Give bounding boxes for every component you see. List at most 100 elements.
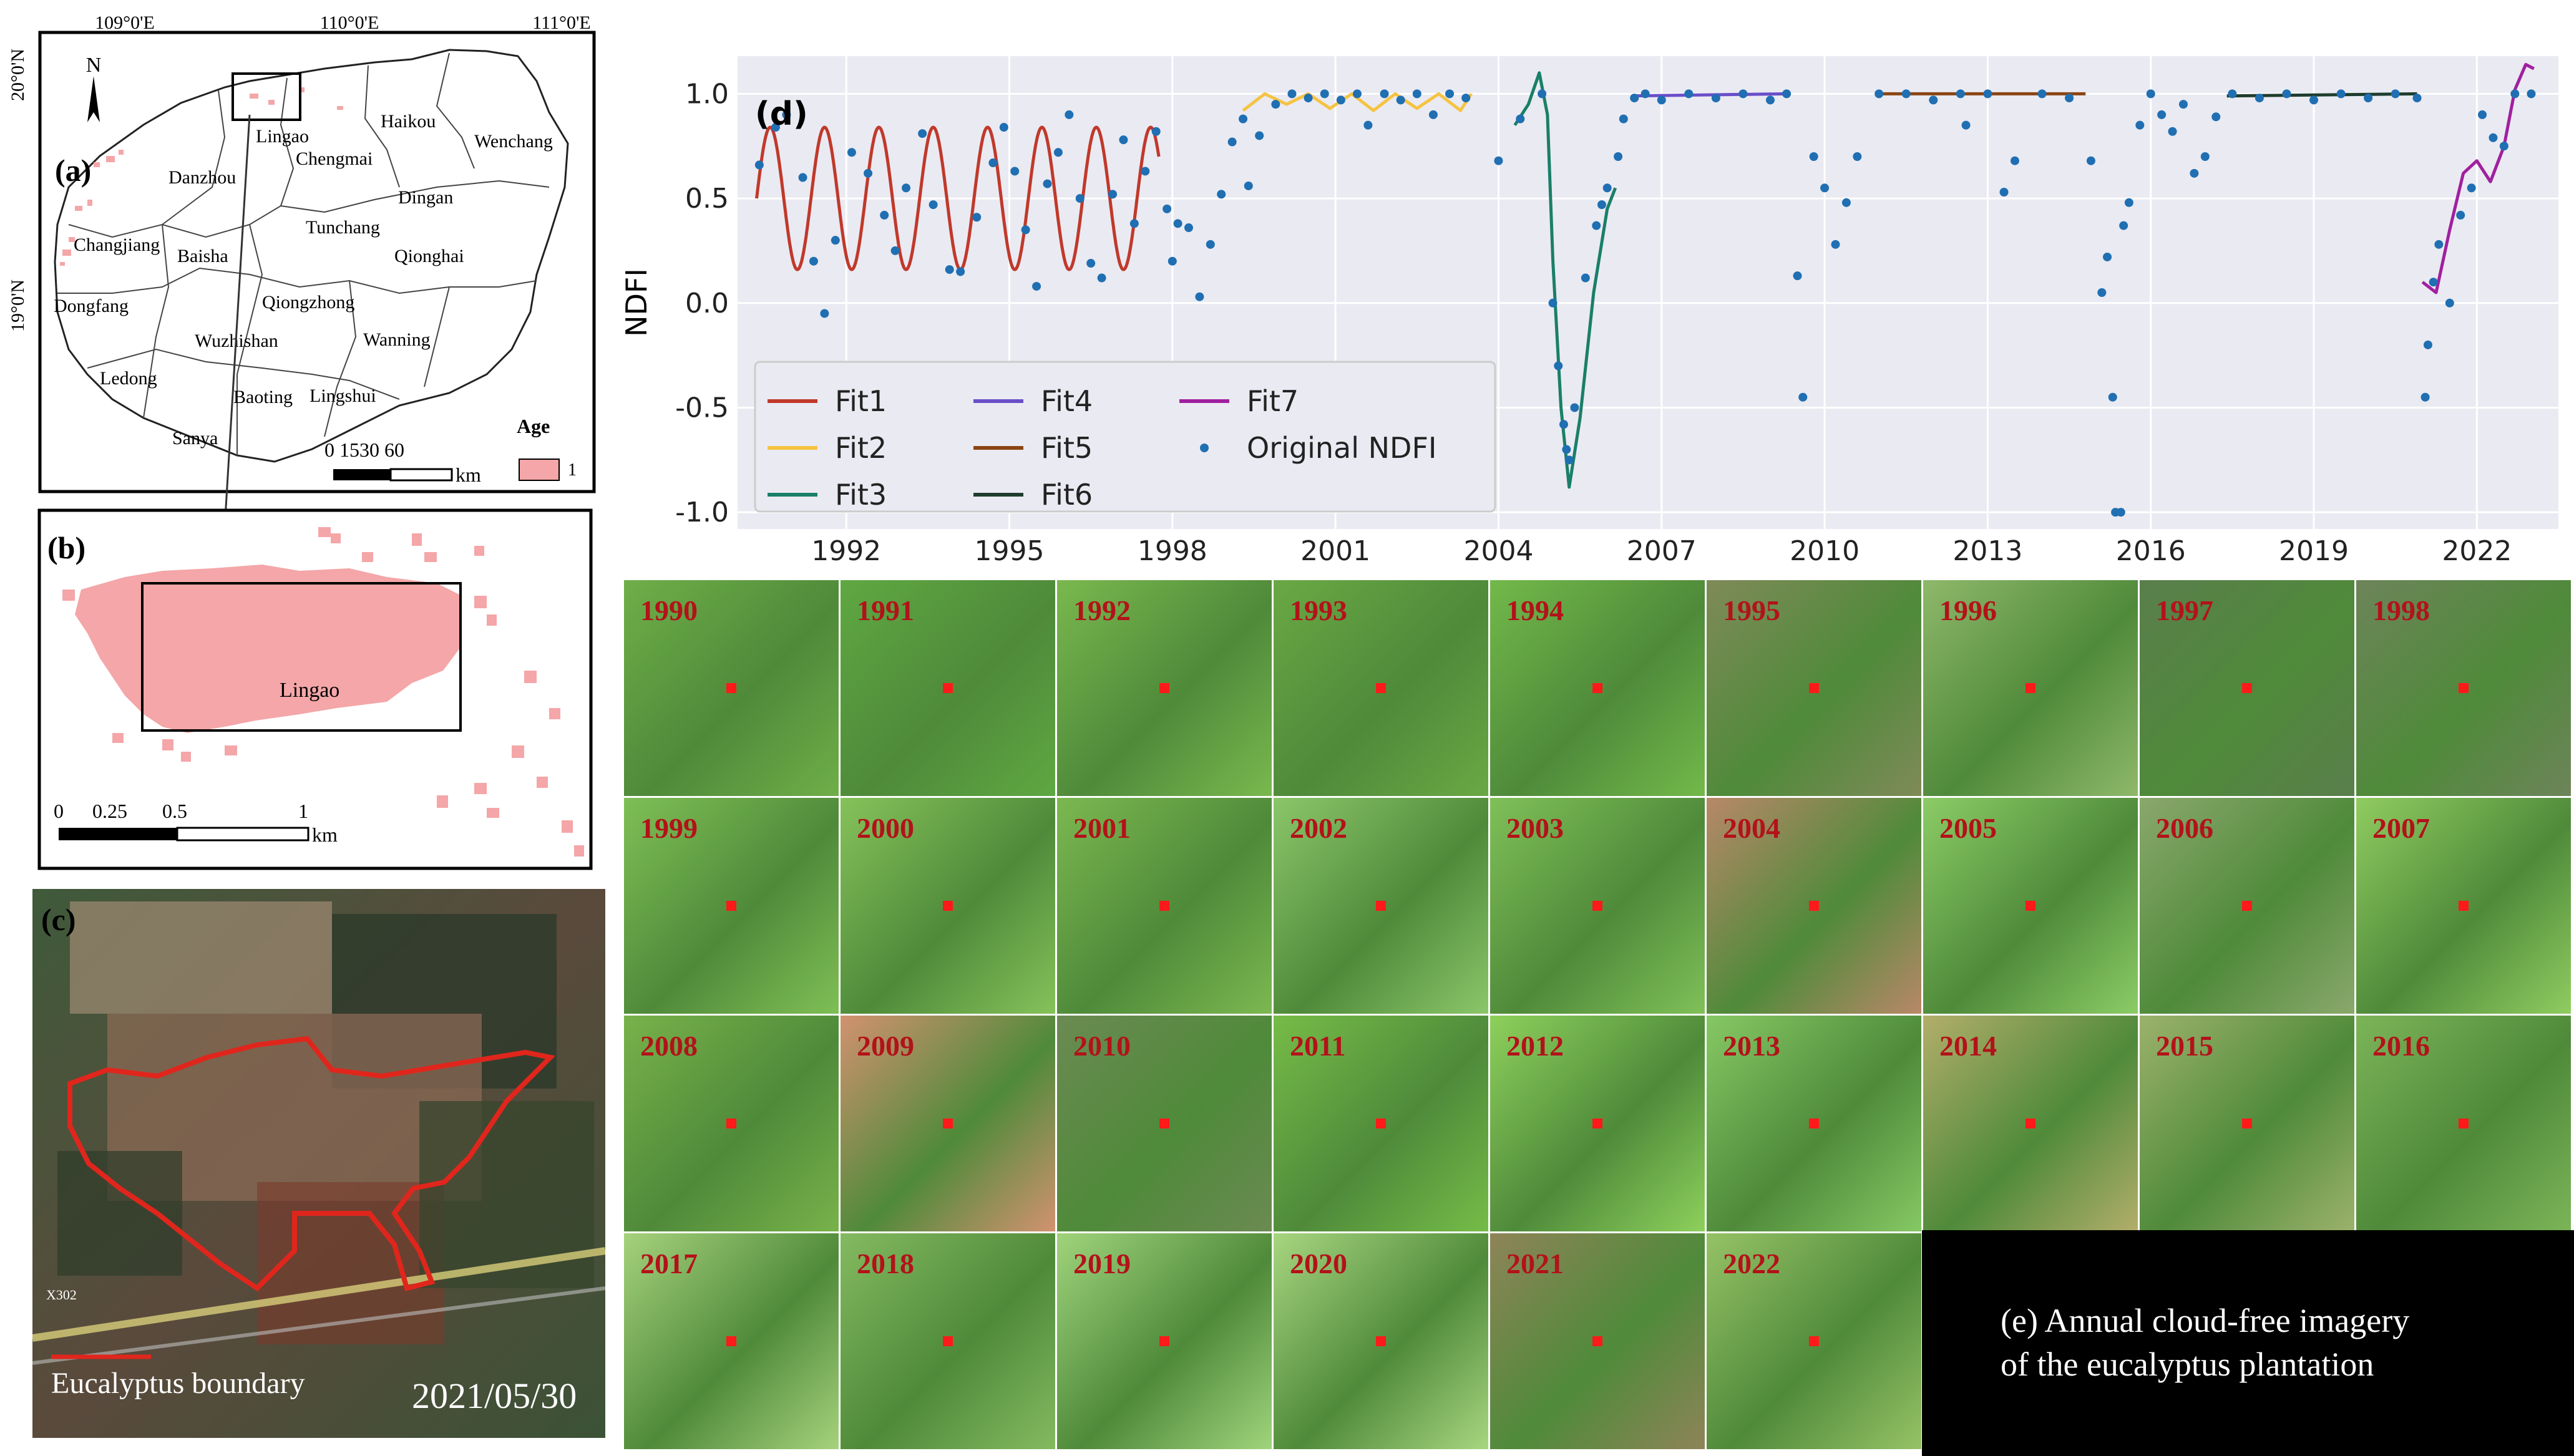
- ndfi-point: [771, 123, 780, 132]
- sample-marker: [2026, 683, 2035, 693]
- ndfi-point: [1619, 114, 1628, 124]
- place-haikou: Haikou: [381, 111, 436, 132]
- year-label: 2012: [1506, 1030, 1564, 1062]
- sample-marker: [1592, 1336, 1602, 1346]
- sample-marker: [1159, 1119, 1169, 1128]
- scale-tick: 0: [54, 800, 64, 822]
- ndfi-point: [1445, 89, 1455, 99]
- place-lingao: Lingao: [256, 126, 309, 147]
- panel-c-label: (c): [41, 902, 76, 937]
- sample-marker: [1376, 683, 1386, 693]
- ndfi-point: [782, 110, 791, 119]
- panel-d: 1992 1995 1998 2001 2004 2007 2010 2013 2016 2019…: [618, 56, 2571, 574]
- year-label: 2002: [1290, 812, 1347, 844]
- ndfi-point: [2445, 298, 2454, 308]
- plantation-patches: [60, 87, 343, 266]
- panel-b-map: Lingao (b) 0 0.25 0.5 1 km: [37, 508, 593, 870]
- sample-marker: [1809, 901, 1819, 911]
- ndfi-point: [1614, 152, 1623, 161]
- caption-line-1: (e) Annual cloud-free imagery: [2001, 1302, 2410, 1339]
- ndfi-point: [1352, 89, 1362, 99]
- fit-line-fit1: [755, 125, 1161, 271]
- ndfi-point: [1559, 420, 1568, 429]
- year-label: 2009: [857, 1030, 914, 1062]
- ndfi-point: [1010, 167, 1020, 176]
- year-label: 1997: [2156, 595, 2213, 626]
- ndfi-point: [1597, 200, 1606, 210]
- year-label: 2016: [2372, 1030, 2430, 1062]
- ndfi-point: [2037, 89, 2047, 99]
- year-tile: 2007: [2356, 798, 2571, 1014]
- year-label: 1994: [1506, 595, 1564, 626]
- legend-value: 1: [568, 460, 577, 480]
- ndfi-point: [1380, 89, 1389, 99]
- ndfi-point: [2364, 94, 2373, 103]
- fit-line-fit7: [2421, 62, 2535, 294]
- ndfi-point: [1086, 259, 1096, 268]
- legend-label: Fit7: [1247, 384, 1299, 418]
- ndfi-point: [1999, 188, 2009, 197]
- ndfi-point: [2412, 94, 2422, 103]
- ndfi-point: [1075, 194, 1085, 203]
- ndfi-point: [2429, 278, 2438, 287]
- year-label: 1999: [640, 812, 698, 844]
- ndfi-point: [1217, 190, 1226, 199]
- ndfi-point: [864, 168, 873, 178]
- year-label: 2020: [1290, 1248, 1347, 1279]
- year-tile: 1993: [1274, 580, 1488, 796]
- ndfi-point: [1119, 135, 1128, 145]
- y-tick-label: -0.5: [675, 392, 729, 424]
- ndfi-point: [2336, 89, 2346, 99]
- year-tile: 2015: [2140, 1016, 2354, 1231]
- sample-marker: [726, 683, 736, 693]
- scale-numbers: 0 1530 60: [324, 439, 404, 461]
- ndfi-point: [1640, 89, 1650, 99]
- lon-tick: 111°0'E: [532, 12, 591, 33]
- ndfi-point: [2434, 240, 2444, 249]
- year-label: 2011: [1290, 1030, 1346, 1062]
- north-label: N: [86, 54, 102, 77]
- y-tick-label: 1.0: [685, 78, 729, 110]
- legend-label: Fit1: [835, 384, 887, 418]
- ndfi-point: [820, 309, 829, 318]
- sample-marker: [1592, 1119, 1602, 1128]
- place-lingao-b: Lingao: [280, 679, 339, 702]
- ndfi-point: [2467, 183, 2476, 193]
- sample-marker: [1809, 1336, 1819, 1346]
- plantation-pixels: [62, 527, 584, 857]
- ndfi-point: [1782, 89, 1792, 99]
- x-tick-label: 2016: [2116, 535, 2186, 567]
- year-label: 2014: [1939, 1030, 1997, 1062]
- ndfi-point: [2391, 89, 2400, 99]
- scale-bar: 0 1530 60 km: [324, 439, 481, 486]
- y-axis-label: NDFI: [620, 268, 653, 337]
- scale-tick: 1: [298, 800, 308, 822]
- ndfi-point: [1657, 95, 1666, 105]
- ndfi-point: [972, 213, 982, 222]
- place-baisha: Baisha: [177, 246, 228, 266]
- sample-marker: [726, 1119, 736, 1128]
- ndfi-point: [1765, 95, 1775, 105]
- sample-marker: [2026, 901, 2035, 911]
- ndfi-point: [1809, 152, 1818, 161]
- place-sanya: Sanya: [172, 428, 218, 449]
- lingao-extent-box: [141, 582, 462, 732]
- ndfi-point: [1184, 223, 1193, 233]
- sample-marker: [726, 901, 736, 911]
- year-tile: 1997: [2140, 580, 2354, 796]
- ndfi-point: [1901, 89, 1911, 99]
- place-danzhou: Danzhou: [168, 167, 236, 188]
- x-tick-label: 2022: [2442, 535, 2512, 567]
- legend-title: Age: [517, 415, 550, 437]
- ndfi-point: [2119, 221, 2128, 230]
- panel-a-map: 109°0'E 110°0'E 111°0'E 20°0'N 19°0'N: [7, 12, 596, 493]
- ndfi-point: [1983, 89, 1992, 99]
- ndfi-point: [2086, 156, 2095, 165]
- year-tile: 2013: [1707, 1016, 1921, 1231]
- lat-tick: 20°0'N: [7, 49, 28, 101]
- scale-bar-b: 0 0.25 0.5 1 km: [54, 800, 338, 846]
- chart-legend: Fit1 Fit2 Fit3 Fit4 Fit5 Fit6 Fit7 Original NDF…: [754, 361, 1496, 513]
- year-label: 2006: [2156, 812, 2213, 844]
- panel-e-caption-box: (e) Annual cloud-free imagery of the euc…: [1922, 1230, 2574, 1456]
- sample-marker: [943, 1119, 953, 1128]
